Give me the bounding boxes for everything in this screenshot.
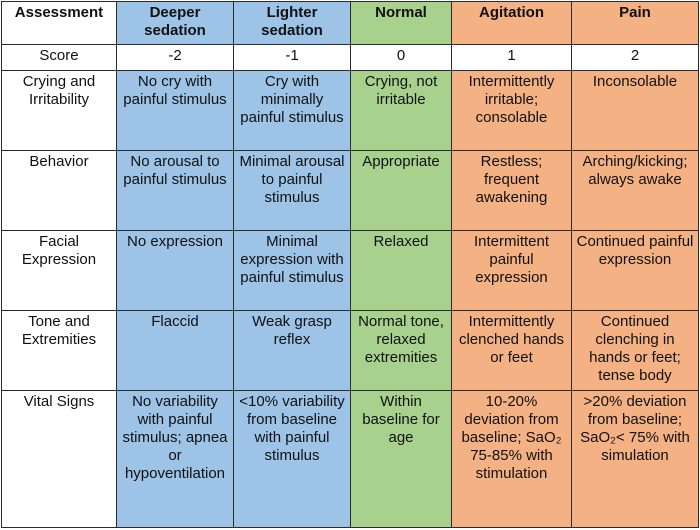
cell-agitation: Intermittent painful expression xyxy=(451,230,572,311)
cell-deeper: No arousal to painful stimulus xyxy=(116,150,234,231)
header-pain: Pain xyxy=(571,1,699,45)
table-row: Vital Signs No variability with painful … xyxy=(1,390,699,528)
score-pain: 2 xyxy=(571,44,699,71)
header-normal: Normal xyxy=(350,1,452,45)
cell-normal: Crying, not irritable xyxy=(350,70,452,151)
score-row: Score -2 -1 0 1 2 xyxy=(1,44,699,71)
cell-pain: >20% deviation from baseline; SaO₂< 75% … xyxy=(571,390,699,528)
cell-deeper: No variability with painful stimulus; ap… xyxy=(116,390,234,528)
cell-pain: Continued clenching in hands or feet; te… xyxy=(571,310,699,391)
cell-deeper: Flaccid xyxy=(116,310,234,391)
header-deeper-sedation: Deeper sedation xyxy=(116,1,234,45)
cell-normal: Within baseline for age xyxy=(350,390,452,528)
row-label: Vital Signs xyxy=(1,390,117,528)
table-row: Facial Expression No expression Minimal … xyxy=(1,230,699,311)
table-row: Behavior No arousal to painful stimulus … xyxy=(1,150,699,231)
header-agitation: Agitation xyxy=(451,1,572,45)
cell-pain: Inconsolable xyxy=(571,70,699,151)
cell-deeper: No cry with painful stimulus xyxy=(116,70,234,151)
cell-lighter: <10% variability from baseline with pain… xyxy=(233,390,351,528)
cell-lighter: Weak grasp reflex xyxy=(233,310,351,391)
cell-normal: Normal tone, relaxed extremities xyxy=(350,310,452,391)
header-lighter-sedation: Lighter sedation xyxy=(233,1,351,45)
header-row: Assessment Deeper sedation Lighter sedat… xyxy=(1,1,699,45)
cell-lighter: Cry with minimally painful stimulus xyxy=(233,70,351,151)
score-agitation: 1 xyxy=(451,44,572,71)
score-label: Score xyxy=(1,44,117,71)
row-label: Behavior xyxy=(1,150,117,231)
cell-agitation: 10-20% deviation from baseline; SaO₂ 75-… xyxy=(451,390,572,528)
cell-lighter: Minimal arousal to painful stimulus xyxy=(233,150,351,231)
table-row: Tone and Extremities Flaccid Weak grasp … xyxy=(1,310,699,391)
score-normal: 0 xyxy=(350,44,452,71)
cell-normal: Relaxed xyxy=(350,230,452,311)
cell-agitation: Restless; frequent awakening xyxy=(451,150,572,231)
cell-deeper: No expression xyxy=(116,230,234,311)
cell-lighter: Minimal expression with painful stimulus xyxy=(233,230,351,311)
row-label: Facial Expression xyxy=(1,230,117,311)
score-deeper: -2 xyxy=(116,44,234,71)
cell-agitation: Intermittently irritable; consolable xyxy=(451,70,572,151)
row-label: Tone and Extremities xyxy=(1,310,117,391)
cell-normal: Appropriate xyxy=(350,150,452,231)
row-label: Crying and Irritability xyxy=(1,70,117,151)
cell-pain: Continued painful expression xyxy=(571,230,699,311)
header-assessment: Assessment xyxy=(1,1,117,45)
cell-agitation: Intermittently clenched hands or feet xyxy=(451,310,572,391)
score-lighter: -1 xyxy=(233,44,351,71)
cell-pain: Arching/kicking; always awake xyxy=(571,150,699,231)
table-row: Crying and Irritability No cry with pain… xyxy=(1,70,699,151)
